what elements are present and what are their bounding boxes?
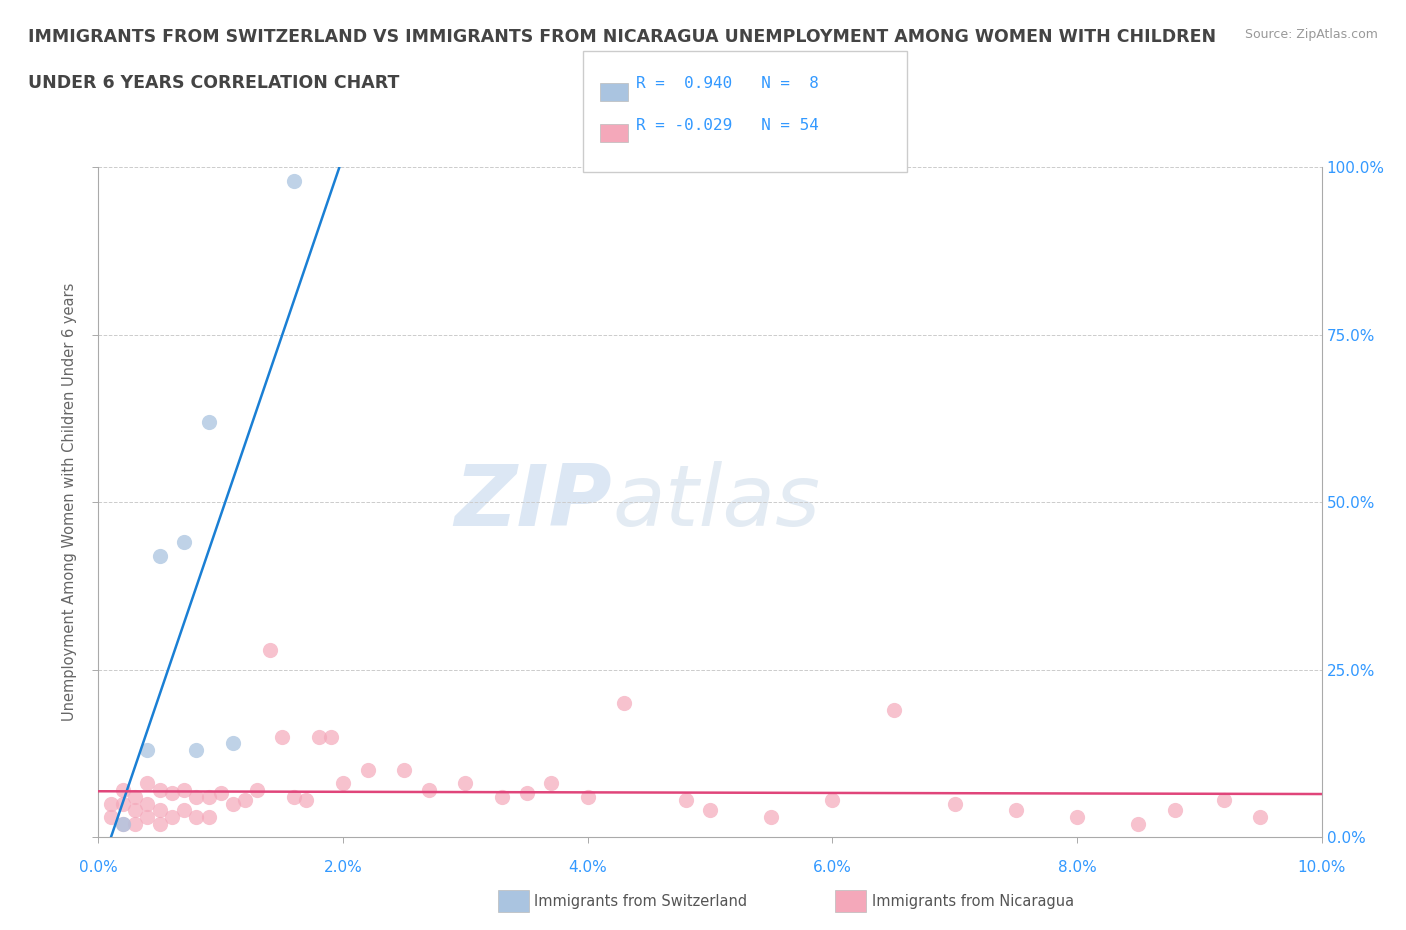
Point xyxy=(124,790,146,804)
Point xyxy=(392,763,416,777)
Point xyxy=(246,783,269,798)
Point xyxy=(491,790,513,804)
Point xyxy=(149,817,172,831)
Text: IMMIGRANTS FROM SWITZERLAND VS IMMIGRANTS FROM NICARAGUA UNEMPLOYMENT AMONG WOME: IMMIGRANTS FROM SWITZERLAND VS IMMIGRANT… xyxy=(28,28,1216,46)
Text: 8.0%: 8.0% xyxy=(1057,860,1097,875)
Point xyxy=(173,535,195,550)
Point xyxy=(222,736,245,751)
Point xyxy=(197,415,219,430)
Point xyxy=(209,786,232,801)
Point xyxy=(173,803,195,817)
Point xyxy=(319,729,342,744)
Point xyxy=(186,809,208,824)
Point xyxy=(1212,792,1234,807)
Text: UNDER 6 YEARS CORRELATION CHART: UNDER 6 YEARS CORRELATION CHART xyxy=(28,74,399,92)
Text: R = -0.029   N = 54: R = -0.029 N = 54 xyxy=(636,118,818,133)
Point xyxy=(699,803,721,817)
Point xyxy=(136,776,159,790)
Point xyxy=(149,783,172,798)
Text: 10.0%: 10.0% xyxy=(1298,860,1346,875)
Point xyxy=(418,783,440,798)
Point xyxy=(1004,803,1026,817)
Point xyxy=(136,809,159,824)
Text: ZIP: ZIP xyxy=(454,460,612,544)
Point xyxy=(136,796,159,811)
Text: R =  0.940   N =  8: R = 0.940 N = 8 xyxy=(636,76,818,91)
Text: 0.0%: 0.0% xyxy=(79,860,118,875)
Point xyxy=(100,796,122,811)
Point xyxy=(883,702,905,717)
Point xyxy=(136,742,159,757)
Point xyxy=(111,796,134,811)
Point xyxy=(675,792,697,807)
Point xyxy=(454,776,477,790)
Point xyxy=(173,783,195,798)
Text: 6.0%: 6.0% xyxy=(813,860,852,875)
Point xyxy=(1128,817,1150,831)
Point xyxy=(540,776,562,790)
Point xyxy=(1164,803,1187,817)
Point xyxy=(821,792,844,807)
Point xyxy=(111,817,134,831)
Point xyxy=(186,790,208,804)
Point xyxy=(759,809,782,824)
Text: Immigrants from Switzerland: Immigrants from Switzerland xyxy=(534,894,748,909)
Point xyxy=(295,792,318,807)
Point xyxy=(1249,809,1271,824)
Text: 2.0%: 2.0% xyxy=(323,860,363,875)
Point xyxy=(149,803,172,817)
Text: 4.0%: 4.0% xyxy=(568,860,607,875)
Point xyxy=(186,742,208,757)
Point xyxy=(270,729,292,744)
Point xyxy=(259,642,281,657)
Point xyxy=(356,763,378,777)
Point xyxy=(1066,809,1088,824)
Point xyxy=(943,796,966,811)
Point xyxy=(576,790,599,804)
Text: Source: ZipAtlas.com: Source: ZipAtlas.com xyxy=(1244,28,1378,41)
Point xyxy=(613,696,636,711)
Point xyxy=(197,790,219,804)
Point xyxy=(160,809,183,824)
Point xyxy=(111,783,134,798)
Point xyxy=(283,790,305,804)
Text: Immigrants from Nicaragua: Immigrants from Nicaragua xyxy=(872,894,1074,909)
Point xyxy=(233,792,256,807)
Point xyxy=(160,786,183,801)
Y-axis label: Unemployment Among Women with Children Under 6 years: Unemployment Among Women with Children U… xyxy=(62,283,77,722)
Point xyxy=(516,786,538,801)
Point xyxy=(124,803,146,817)
Point xyxy=(124,817,146,831)
Point xyxy=(100,809,122,824)
Point xyxy=(149,549,172,564)
Point xyxy=(197,809,219,824)
Point xyxy=(111,817,134,831)
Point xyxy=(332,776,354,790)
Point xyxy=(283,173,305,188)
Point xyxy=(222,796,245,811)
Text: atlas: atlas xyxy=(612,460,820,544)
Point xyxy=(308,729,330,744)
